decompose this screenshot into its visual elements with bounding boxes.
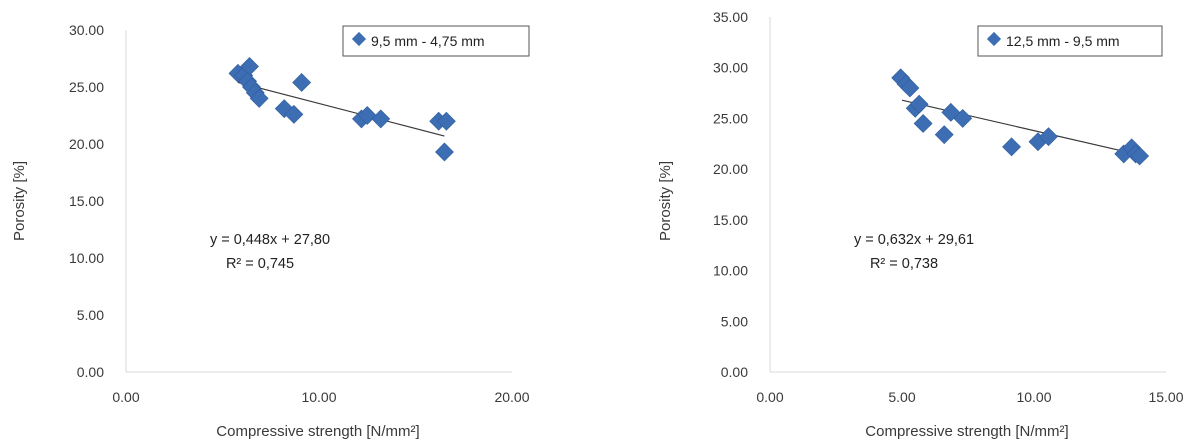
x-axis-title: Compressive strength [N/mm²] bbox=[216, 423, 419, 440]
data-point bbox=[249, 88, 269, 108]
x-tick-label: 10.00 bbox=[1016, 389, 1051, 405]
data-point bbox=[1130, 146, 1150, 166]
y-tick-label: 20.00 bbox=[69, 136, 104, 152]
y-tick-label: 35.00 bbox=[713, 9, 748, 25]
regression-equation: y = 0,448x + 27,80 bbox=[210, 232, 330, 248]
data-point bbox=[371, 109, 391, 129]
trendline bbox=[901, 99, 1140, 156]
y-tick-label: 10.00 bbox=[713, 263, 748, 279]
y-tick-label: 25.00 bbox=[713, 110, 748, 126]
x-tick-label: 20.00 bbox=[494, 389, 529, 405]
legend-box bbox=[342, 25, 530, 57]
y-tick-labels: 0.00 5.00 10.00 15.00 20.00 25.00 30.00 35.00 bbox=[713, 9, 748, 380]
y-tick-label: 0.00 bbox=[721, 364, 748, 380]
data-point bbox=[934, 125, 954, 145]
r-squared: R² = 0,745 bbox=[226, 256, 294, 272]
chart-left: 0.00 5.00 10.00 15.00 20.00 25.00 30.00 0.00 10… bbox=[11, 22, 530, 440]
x-tick-labels: 0.00 5.00 10.00 15.00 bbox=[756, 389, 1183, 405]
data-point bbox=[909, 94, 929, 114]
data-points bbox=[228, 57, 456, 162]
legend-box bbox=[977, 25, 1163, 57]
data-points bbox=[891, 68, 1150, 166]
data-point bbox=[1039, 127, 1058, 147]
y-tick-label: 30.00 bbox=[69, 22, 104, 38]
data-point bbox=[357, 106, 377, 125]
data-point bbox=[900, 78, 920, 98]
y-tick-label: 20.00 bbox=[713, 161, 748, 177]
chart-right: 0.00 5.00 10.00 15.00 20.00 25.00 30.00 35.00 0… bbox=[657, 9, 1184, 440]
data-point bbox=[284, 104, 304, 124]
x-tick-label: 5.00 bbox=[888, 389, 915, 405]
data-point bbox=[435, 142, 454, 162]
y-tick-label: 15.00 bbox=[69, 193, 104, 209]
r-squared: R² = 0,738 bbox=[870, 256, 938, 272]
legend-label: 9,5 mm - 4,75 mm bbox=[371, 33, 485, 49]
y-tick-label: 5.00 bbox=[77, 307, 104, 323]
data-point bbox=[436, 111, 456, 131]
y-tick-labels: 0.00 5.00 10.00 15.00 20.00 25.00 30.00 bbox=[69, 22, 104, 380]
x-tick-label: 15.00 bbox=[1148, 389, 1183, 405]
legend: 12,5 mm - 9,5 mm bbox=[977, 25, 1163, 57]
trendline bbox=[237, 81, 445, 137]
y-axis-title: Porosity [%] bbox=[657, 161, 674, 241]
legend: 9,5 mm - 4,75 mm bbox=[342, 25, 530, 57]
legend-marker-icon bbox=[351, 31, 367, 47]
y-tick-label: 5.00 bbox=[721, 313, 748, 329]
x-tick-labels: 0.00 10.00 20.00 bbox=[112, 389, 529, 405]
y-axis-title: Porosity [%] bbox=[11, 161, 28, 241]
legend-marker-icon bbox=[986, 31, 1002, 47]
data-point bbox=[292, 73, 312, 92]
x-tick-label: 10.00 bbox=[301, 389, 336, 405]
legend-label: 12,5 mm - 9,5 mm bbox=[1006, 33, 1120, 49]
x-axis-title: Compressive strength [N/mm²] bbox=[865, 423, 1068, 440]
y-tick-label: 15.00 bbox=[713, 212, 748, 228]
data-point bbox=[953, 109, 973, 128]
regression-equation: y = 0,632x + 29,61 bbox=[854, 232, 974, 248]
data-point bbox=[913, 114, 933, 133]
y-tick-label: 0.00 bbox=[77, 364, 104, 380]
y-tick-label: 10.00 bbox=[69, 250, 104, 266]
data-point bbox=[1002, 137, 1021, 157]
y-tick-label: 25.00 bbox=[69, 79, 104, 95]
x-tick-label: 0.00 bbox=[112, 389, 139, 405]
y-tick-label: 30.00 bbox=[713, 60, 748, 76]
x-tick-label: 0.00 bbox=[756, 389, 783, 405]
